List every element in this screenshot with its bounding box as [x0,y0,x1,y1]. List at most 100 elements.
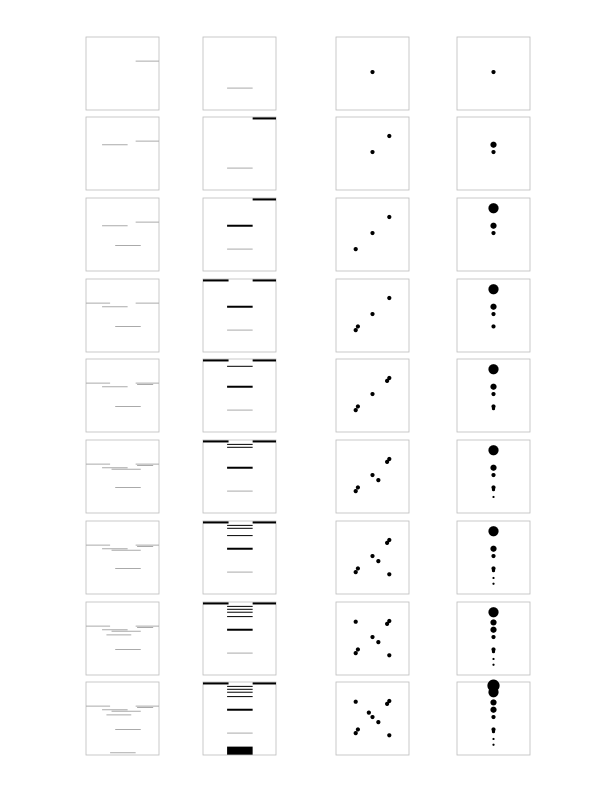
scatter-dot-3 [353,247,358,252]
stacked-circle-2 [490,383,497,390]
panel-r7-black-bars [202,520,277,595]
panel-r5-scatter-dots [335,358,410,433]
stacked-circle-3 [488,607,499,618]
panel-r1-gray-lines [85,36,160,111]
stacked-circle-4 [491,324,496,329]
scatter-dot-3 [353,489,358,494]
scatter-dot-7 [387,572,392,577]
stacked-circle-6 [492,737,495,741]
panel-r4-stacked-circles [456,278,531,353]
stacked-circle-6 [492,495,495,499]
stacked-circle-1 [491,553,496,559]
black-bar-3 [227,305,253,308]
scatter-dot-8 [353,699,358,704]
black-bar-5 [227,527,253,529]
stacked-circle-1 [491,149,496,155]
black-bar-5 [227,608,253,610]
panel-r7-stacked-circles [456,520,531,595]
scatter-dot-1 [370,230,375,236]
black-bar-1 [227,409,253,411]
panel-frame [85,36,160,111]
panel-r3-black-bars [202,197,277,272]
stacked-circle-2 [490,706,497,713]
stacked-circle-6 [492,657,495,661]
black-bar-3 [227,224,253,227]
stacked-circle-3 [488,364,499,375]
black-bar-6 [227,605,253,607]
black-bar-4 [203,440,229,443]
black-bar-9 [227,746,253,755]
black-bar-4 [203,359,229,362]
black-bar-1 [227,652,253,654]
scatter-dot-3 [353,731,358,736]
black-bar-6 [227,685,253,687]
panel-r7-scatter-dots [335,520,410,595]
stacked-circle-5 [491,569,496,573]
stacked-circle-1 [491,69,496,75]
black-bar-7 [227,535,253,537]
panel-frame [85,439,160,514]
scatter-dot-1 [370,553,375,559]
scatter-dot-4 [355,485,360,490]
scatter-dot-4 [355,324,360,329]
black-bar-3 [227,628,253,631]
stacked-circle-5 [491,730,496,734]
scatter-dot-3 [353,570,358,575]
scatter-dot-4 [355,404,360,409]
panel-r1-black-bars [202,36,277,111]
black-bar-1 [227,248,253,250]
black-bar-2 [252,279,276,282]
panel-r9-stacked-circles [456,679,531,756]
black-bar-2 [252,117,276,120]
black-bar-3 [227,547,253,550]
black-bar-3 [227,466,253,469]
stacked-circle-8 [490,619,497,626]
panel-r2-black-bars [202,116,277,191]
black-bar-1 [227,167,253,169]
panel-r5-stacked-circles [456,358,531,433]
scatter-dot-5 [385,459,390,464]
panel-r9-black-bars [202,681,277,756]
panel-frame [85,116,160,191]
black-bar-3 [227,385,253,388]
black-bar-2 [252,440,276,443]
scatter-dot-4 [355,727,360,732]
scatter-dot-6 [376,720,381,725]
black-bar-6 [227,443,253,445]
stacked-circle-5 [491,488,496,492]
scatter-dot-5 [385,701,390,707]
black-bar-3 [227,708,253,711]
scatter-dot-1 [370,634,375,640]
scatter-dot-2 [387,214,392,220]
black-bar-5 [227,688,253,690]
panel-r9-gray-lines [85,681,160,756]
panel-r3-scatter-dots [335,197,410,272]
stacked-circle-2 [490,464,497,471]
black-bar-1 [227,87,253,89]
black-bar-5 [227,446,253,448]
panel-r4-gray-lines [85,278,160,353]
scatter-dot-1 [370,391,375,397]
scatter-dot-6 [376,478,381,483]
panel-frame [85,601,160,676]
black-bar-8 [227,611,253,613]
black-bar-1 [227,329,253,331]
panel-frame [202,601,277,676]
black-bar-1 [227,571,253,573]
black-bar-4 [203,521,229,524]
black-bar-8 [227,691,253,693]
panel-frame [85,358,160,433]
panel-r2-gray-lines [85,116,160,191]
black-bar-2 [252,602,276,605]
stacked-circle-1 [491,230,496,236]
black-bar-5 [227,365,253,367]
scatter-dot-5 [385,378,390,383]
stacked-circle-3 [488,526,499,537]
scatter-dot-2 [387,618,392,624]
panel-r9-scatter-dots [335,681,410,756]
stacked-circle-3 [488,284,499,295]
scatter-dot-2 [387,698,392,704]
panel-r3-gray-lines [85,197,160,272]
stacked-circle-7 [492,663,495,666]
stacked-circle-3 [488,203,499,214]
